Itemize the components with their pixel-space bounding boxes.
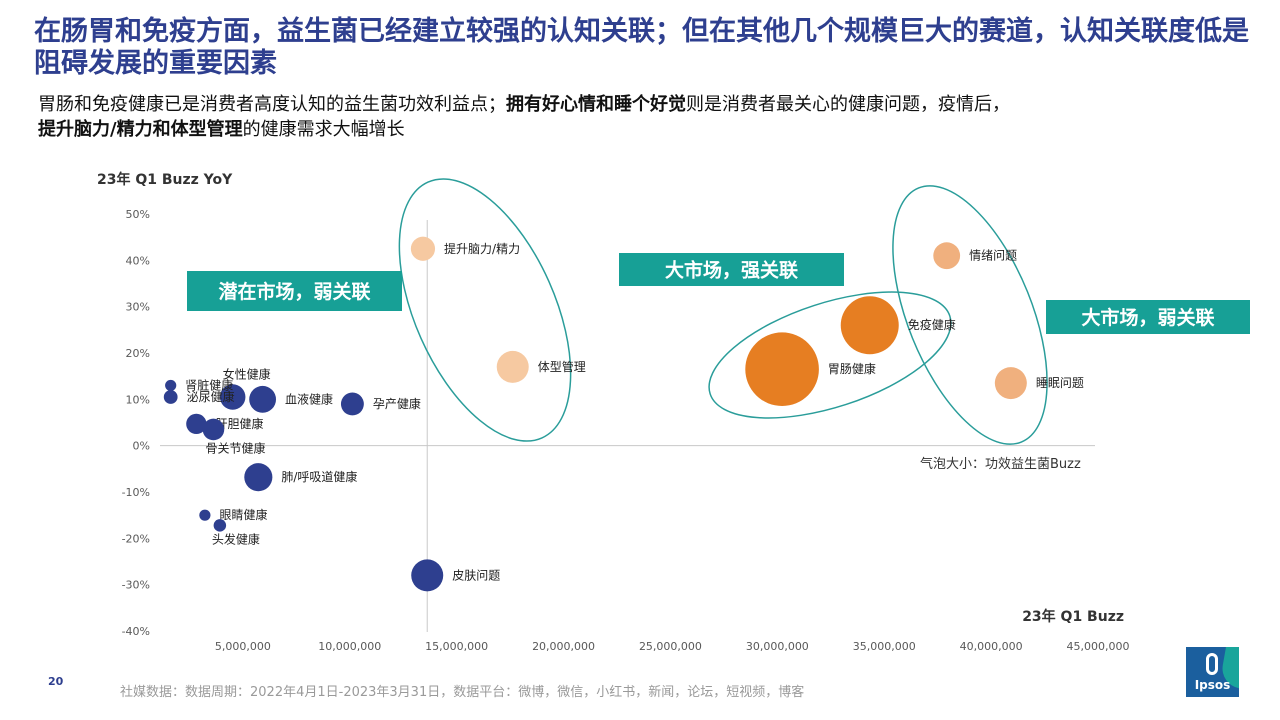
bubble-label: 胃肠健康 <box>828 361 876 376</box>
x-tick-label: 10,000,000 <box>318 640 381 653</box>
bubble-label: 血液健康 <box>285 391 333 406</box>
annotation-label: 潜在市场，弱关联 <box>218 280 370 303</box>
annotation-box <box>1046 300 1250 334</box>
bubble-label: 免疫健康 <box>908 317 956 332</box>
bubble-label: 睡眠问题 <box>1036 376 1084 390</box>
bubble-point <box>410 236 436 261</box>
bubble-point <box>249 385 277 413</box>
annotation-box <box>619 253 844 286</box>
bubble-label: 肝胆健康 <box>215 416 263 431</box>
bubble-point <box>840 296 899 355</box>
group-ellipse-gut-immune <box>708 291 952 419</box>
bubble-point <box>213 519 227 532</box>
bubble-label: 情绪问题 <box>969 249 1017 263</box>
bubble-point <box>496 350 529 383</box>
y-tick-label: 50% <box>126 208 150 221</box>
group-ellipse-brain-body <box>398 178 572 442</box>
bubble-label: 提升脑力/精力 <box>444 241 520 256</box>
x-tick-label: 25,000,000 <box>639 640 702 653</box>
annotation-label: 大市场，弱关联 <box>1081 306 1214 329</box>
bubble-point <box>933 242 961 270</box>
subtitle-highlight-brain-body: 提升脑力/精力和体型管理 <box>38 119 243 140</box>
bubble-label: 孕产健康 <box>373 396 421 411</box>
y-tick-label: -40% <box>122 625 150 638</box>
bubble-size-note: 气泡大小：功效益生菌Buzz <box>920 456 1081 472</box>
x-tick-label: 15,000,000 <box>425 640 488 653</box>
bubble-label: 头发健康 <box>212 532 260 547</box>
y-tick-label: -10% <box>122 486 150 499</box>
group-ellipse-mood-sleep <box>892 185 1048 445</box>
bubble-label: 体型管理 <box>538 359 586 374</box>
x-tick-label: 5,000,000 <box>215 640 271 653</box>
y-tick-label: -30% <box>122 579 150 592</box>
bubble-point <box>202 418 225 441</box>
y-tick-label: 30% <box>126 301 150 314</box>
bubble-point <box>745 332 819 407</box>
logo-text: Ipsos <box>1194 678 1231 692</box>
page-title: 在肠胃和免疫方面，益生菌已经建立较强的认知关联；但在其他几个规模巨大的赛道，认知… <box>34 16 1249 79</box>
bubble-label: 皮肤问题 <box>452 567 500 582</box>
bubble-label: 肾脏健康 <box>185 377 233 392</box>
annotation-box <box>187 271 402 311</box>
bubble-point <box>199 509 211 521</box>
bubble-label: 眼睛健康 <box>219 507 267 522</box>
subtitle-text-1: 胃肠和免疫健康已是消费者高度认知的益生菌功效利益点； <box>38 94 506 115</box>
bubble-label: 泌尿健康 <box>187 389 235 404</box>
source-footnote: 社媒数据：数据周期：2022年4月1日-2023年3月31日，数据平台：微博，微… <box>120 685 805 700</box>
subtitle-highlight-mood-sleep: 拥有好心情和睡个好觉 <box>506 94 686 115</box>
bubble-point <box>411 559 444 592</box>
y-tick-label: 0% <box>133 440 150 453</box>
page-subtitle: 胃肠和免疫健康已是消费者高度认知的益生菌功效利益点；拥有好心情和睡个好觉则是消费… <box>38 92 1258 142</box>
bubble-label: 骨关节健康 <box>205 440 265 455</box>
ipsos-logo: Ipsos <box>1186 647 1239 697</box>
bubble-point <box>219 384 246 410</box>
bubble-label: 肺/呼吸道健康 <box>281 469 357 484</box>
y-tick-label: 20% <box>126 347 150 360</box>
x-tick-label: 45,000,000 <box>1067 640 1130 653</box>
subtitle-text-2: 则是消费者最关心的健康问题，疫情后， <box>686 94 1010 115</box>
bubble-point <box>340 392 364 416</box>
bubble-label: 女性健康 <box>223 366 271 381</box>
subtitle-text-3: 的健康需求大幅增长 <box>242 119 405 140</box>
bubble-point <box>994 367 1027 400</box>
bubble-point <box>186 413 207 435</box>
logo-mark <box>1206 653 1218 675</box>
bubble-point <box>244 463 273 492</box>
y-tick-label: 40% <box>126 254 150 267</box>
y-axis-title: 23年 Q1 Buzz YoY <box>97 171 233 188</box>
x-tick-label: 40,000,000 <box>960 640 1023 653</box>
bubble-point <box>165 379 177 392</box>
x-tick-label: 35,000,000 <box>853 640 916 653</box>
y-tick-label: 10% <box>126 393 150 406</box>
annotation-label: 大市场，强关联 <box>665 259 798 282</box>
y-tick-label: -20% <box>122 532 150 545</box>
x-axis-title: 23年 Q1 Buzz <box>1022 608 1124 625</box>
page-number: 20 <box>48 675 64 688</box>
x-tick-label: 20,000,000 <box>532 640 595 653</box>
x-tick-label: 30,000,000 <box>746 640 809 653</box>
bubble-point <box>163 390 178 404</box>
